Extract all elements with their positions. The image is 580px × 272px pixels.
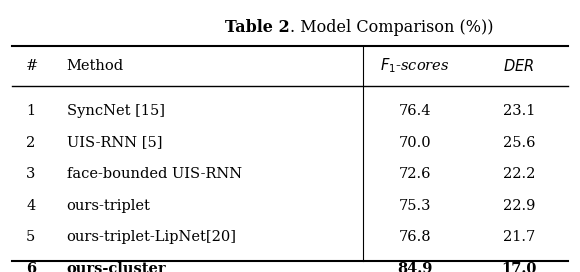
Text: face-bounded UIS-RNN: face-bounded UIS-RNN [67, 167, 242, 181]
Text: Method: Method [67, 59, 124, 73]
Text: 5: 5 [26, 230, 35, 244]
Text: 25.6: 25.6 [503, 135, 535, 150]
Text: $F_1$-scores: $F_1$-scores [380, 57, 450, 75]
Text: 76.4: 76.4 [398, 104, 431, 118]
Text: 22.2: 22.2 [503, 167, 535, 181]
Text: ours-cluster: ours-cluster [67, 262, 166, 272]
Text: Table 2: Table 2 [225, 19, 290, 36]
Text: 17.0: 17.0 [502, 262, 536, 272]
Text: 21.7: 21.7 [503, 230, 535, 244]
Text: 23.1: 23.1 [503, 104, 535, 118]
Text: 84.9: 84.9 [397, 262, 432, 272]
Text: 4: 4 [26, 199, 35, 213]
Text: 75.3: 75.3 [398, 199, 431, 213]
Text: 70.0: 70.0 [398, 135, 431, 150]
Text: ours-triplet-LipNet[20]: ours-triplet-LipNet[20] [67, 230, 237, 244]
Text: UIS-RNN [5]: UIS-RNN [5] [67, 135, 162, 150]
Text: 2: 2 [26, 135, 35, 150]
Text: 22.9: 22.9 [503, 199, 535, 213]
Text: 1: 1 [26, 104, 35, 118]
Text: SyncNet [15]: SyncNet [15] [67, 104, 165, 118]
Text: 6: 6 [26, 262, 36, 272]
Text: $DER$: $DER$ [503, 58, 535, 74]
Text: 72.6: 72.6 [398, 167, 431, 181]
Text: #: # [26, 59, 38, 73]
Text: 76.8: 76.8 [398, 230, 431, 244]
Text: 3: 3 [26, 167, 35, 181]
Text: . Model Comparison (%)): . Model Comparison (%)) [290, 19, 494, 36]
Text: ours-triplet: ours-triplet [67, 199, 151, 213]
